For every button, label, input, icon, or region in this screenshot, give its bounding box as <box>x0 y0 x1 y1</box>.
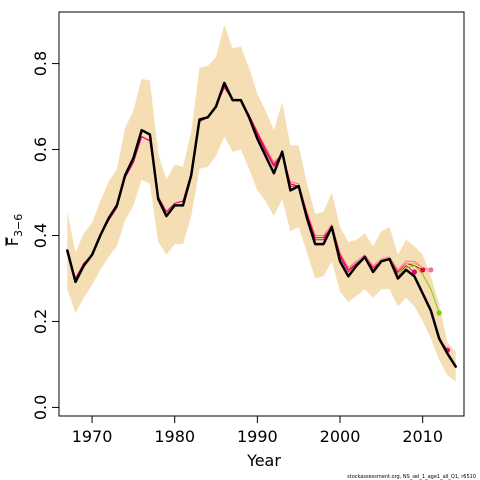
x-axis: 1970 1980 1990 2000 2010 <box>72 415 443 446</box>
x-tick-label: 1980 <box>154 427 195 446</box>
svg-text:F3−6: F3−6 <box>3 214 25 246</box>
y-axis-title-main: F <box>3 237 22 246</box>
confidence-band <box>67 24 456 382</box>
series-lines <box>66 81 457 368</box>
y-axis-title-sub: 3−6 <box>12 214 25 237</box>
y-tick-label: 0.4 <box>31 223 50 248</box>
x-tick-label: 1970 <box>72 427 113 446</box>
series-line-5 <box>397 262 424 275</box>
y-tick-label: 0.2 <box>31 309 50 334</box>
y-tick-label: 0.0 <box>31 395 50 420</box>
x-tick-label: 2010 <box>402 427 443 446</box>
series-end-point-4 <box>436 310 442 316</box>
x-axis-title: Year <box>246 451 281 470</box>
series-end-point-3 <box>411 269 417 275</box>
series-end-point-1 <box>428 267 434 273</box>
x-tick-label: 1990 <box>237 427 278 446</box>
series-line-4 <box>397 265 440 314</box>
y-axis: 0.0 0.2 0.4 0.6 0.8 <box>31 51 60 420</box>
y-axis-title: F3−6 <box>3 214 25 246</box>
band-area <box>67 24 456 382</box>
series-end-point-2 <box>420 267 426 273</box>
series-line-0 <box>66 81 457 368</box>
y-tick-label: 0.6 <box>31 137 50 162</box>
x-tick-label: 2000 <box>320 427 361 446</box>
footer-caption: stockassessment.org, NS_sel_1_age1_all_Q… <box>347 474 476 480</box>
y-tick-label: 0.8 <box>31 51 50 76</box>
